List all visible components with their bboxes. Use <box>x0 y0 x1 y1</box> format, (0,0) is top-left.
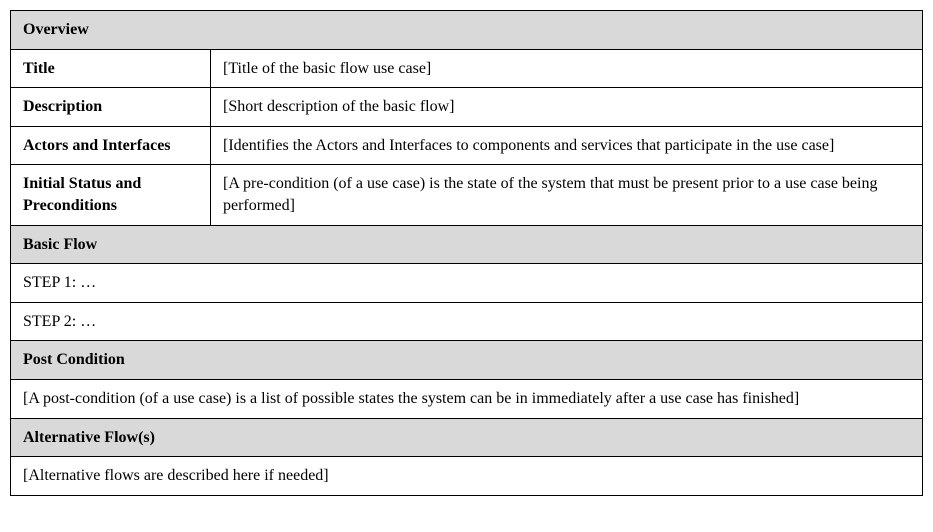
description-label: Description <box>11 88 211 127</box>
description-value: [Short description of the basic flow] <box>211 88 923 127</box>
use-case-template-table: Overview Title [Title of the basic flow … <box>10 10 923 496</box>
actors-interfaces-value: [Identifies the Actors and Interfaces to… <box>211 126 923 165</box>
basic-flow-step-1: STEP 1: … <box>11 264 923 303</box>
table-row: STEP 1: … <box>11 264 923 303</box>
table-row: Description [Short description of the ba… <box>11 88 923 127</box>
table-row: STEP 2: … <box>11 302 923 341</box>
basic-flow-header: Basic Flow <box>11 225 923 264</box>
initial-status-preconditions-value: [A pre-condition (of a use case) is the … <box>211 165 923 225</box>
post-condition-text: [A post-condition (of a use case) is a l… <box>11 379 923 418</box>
overview-header: Overview <box>11 11 923 50</box>
actors-interfaces-label: Actors and Interfaces <box>11 126 211 165</box>
table-row: Title [Title of the basic flow use case] <box>11 49 923 88</box>
alternative-flows-text: [Alternative flows are described here if… <box>11 457 923 496</box>
basic-flow-step-2: STEP 2: … <box>11 302 923 341</box>
table-row: Initial Status and Preconditions [A pre-… <box>11 165 923 225</box>
table-row: [A post-condition (of a use case) is a l… <box>11 379 923 418</box>
title-label: Title <box>11 49 211 88</box>
alternative-flows-header: Alternative Flow(s) <box>11 418 923 457</box>
title-value: [Title of the basic flow use case] <box>211 49 923 88</box>
initial-status-preconditions-label: Initial Status and Preconditions <box>11 165 211 225</box>
post-condition-header: Post Condition <box>11 341 923 380</box>
table-row: Actors and Interfaces [Identifies the Ac… <box>11 126 923 165</box>
table-row: [Alternative flows are described here if… <box>11 457 923 496</box>
